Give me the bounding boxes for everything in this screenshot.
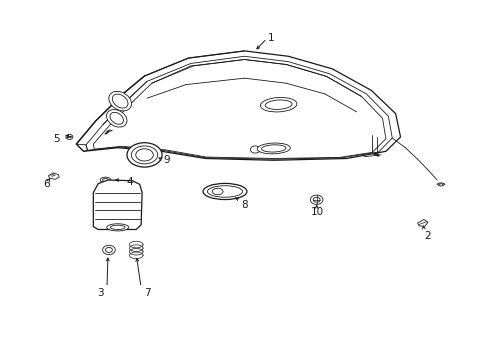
Ellipse shape — [260, 98, 296, 112]
Text: 8: 8 — [241, 200, 247, 210]
Text: 10: 10 — [310, 207, 324, 217]
Text: 4: 4 — [126, 177, 133, 187]
Ellipse shape — [109, 91, 131, 111]
Ellipse shape — [106, 224, 128, 231]
Text: 9: 9 — [163, 155, 169, 165]
Ellipse shape — [127, 143, 162, 167]
Ellipse shape — [203, 183, 246, 199]
Text: 2: 2 — [423, 231, 430, 240]
Ellipse shape — [106, 109, 127, 127]
Text: 6: 6 — [43, 179, 50, 189]
Text: 1: 1 — [267, 33, 274, 43]
Text: 5: 5 — [53, 134, 60, 144]
Ellipse shape — [100, 177, 111, 183]
Ellipse shape — [257, 143, 290, 154]
Text: 3: 3 — [97, 288, 104, 298]
Text: 7: 7 — [143, 288, 150, 298]
Polygon shape — [93, 180, 142, 229]
